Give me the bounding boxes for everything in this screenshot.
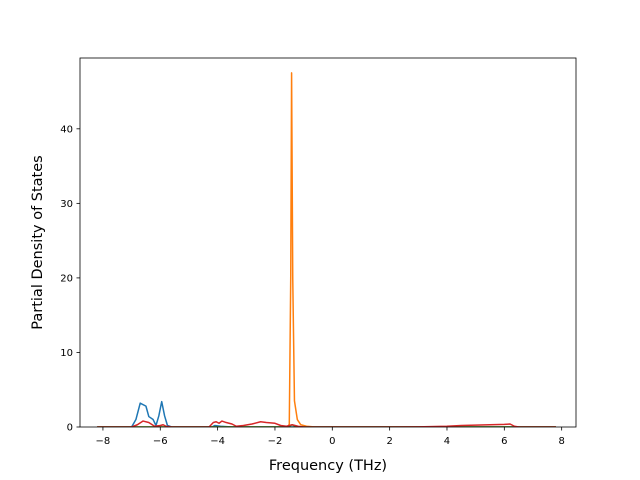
y-tick-label: 40 xyxy=(60,124,73,135)
x-tick-label: −4 xyxy=(210,436,225,447)
x-axis-label: Frequency (THz) xyxy=(269,458,387,474)
y-tick-label: 20 xyxy=(60,273,73,284)
x-tick-label: −8 xyxy=(96,436,111,447)
y-axis-label: Partial Density of States xyxy=(30,155,46,329)
y-axis-ticks: 0 10 20 30 40 xyxy=(60,124,80,434)
x-tick-label: 4 xyxy=(444,436,450,447)
x-tick-label: 8 xyxy=(558,436,564,447)
x-tick-label: 0 xyxy=(329,436,335,447)
x-axis-ticks: −8 −6 −4 −2 0 2 4 6 8 xyxy=(96,427,565,447)
series-line-4 xyxy=(97,420,556,427)
series-line-1 xyxy=(97,400,556,427)
series-layer xyxy=(97,72,556,427)
y-tick-label: 10 xyxy=(60,348,73,359)
plot-frame xyxy=(79,57,577,428)
y-tick-label: 0 xyxy=(67,423,73,434)
x-tick-label: 6 xyxy=(501,436,507,447)
x-tick-label: −2 xyxy=(268,436,283,447)
x-tick-label: −6 xyxy=(153,436,168,447)
plot-area xyxy=(79,57,577,428)
y-tick-label: 30 xyxy=(60,199,73,210)
x-tick-label: 2 xyxy=(386,436,392,447)
